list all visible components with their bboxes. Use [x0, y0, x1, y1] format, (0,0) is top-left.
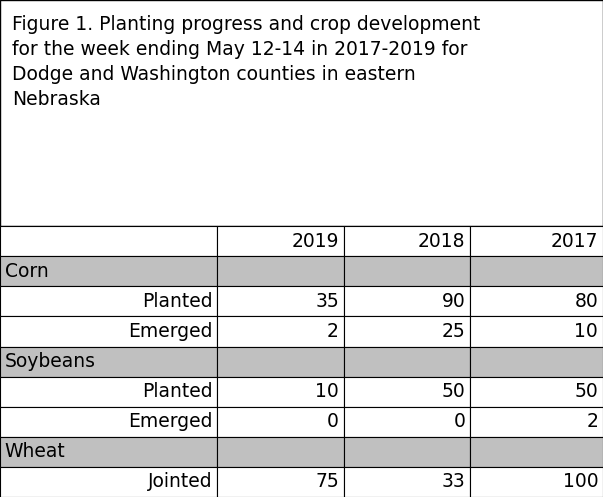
- Bar: [344, 437, 470, 467]
- Bar: [217, 317, 344, 346]
- Text: 2: 2: [586, 412, 598, 431]
- Bar: [0, 256, 217, 286]
- Bar: [0, 317, 217, 346]
- Bar: [344, 286, 470, 317]
- Text: 2017: 2017: [551, 232, 598, 250]
- Text: 100: 100: [563, 473, 598, 492]
- Bar: [0, 407, 217, 437]
- Text: Soybeans: Soybeans: [5, 352, 96, 371]
- Text: 25: 25: [442, 322, 466, 341]
- Text: Corn: Corn: [5, 262, 49, 281]
- Text: 90: 90: [442, 292, 466, 311]
- Text: Figure 1. Planting progress and crop development
for the week ending May 12-14 i: Figure 1. Planting progress and crop dev…: [12, 15, 481, 109]
- Text: 10: 10: [315, 382, 339, 401]
- Text: 75: 75: [315, 473, 339, 492]
- Bar: [470, 346, 603, 377]
- Bar: [0, 346, 217, 377]
- Text: 50: 50: [575, 382, 598, 401]
- Bar: [0, 377, 217, 407]
- Bar: [217, 377, 344, 407]
- Bar: [0, 437, 217, 467]
- Bar: [217, 407, 344, 437]
- Bar: [217, 437, 344, 467]
- Text: Jointed: Jointed: [148, 473, 212, 492]
- Text: Emerged: Emerged: [128, 322, 212, 341]
- Bar: [217, 467, 344, 497]
- Bar: [217, 226, 344, 256]
- Text: 80: 80: [575, 292, 598, 311]
- Text: 33: 33: [442, 473, 466, 492]
- Bar: [470, 467, 603, 497]
- Bar: [0, 467, 217, 497]
- Text: 2018: 2018: [418, 232, 466, 250]
- Text: Planted: Planted: [142, 382, 212, 401]
- Text: 2: 2: [327, 322, 339, 341]
- Bar: [217, 346, 344, 377]
- Text: 0: 0: [453, 412, 466, 431]
- Bar: [470, 286, 603, 317]
- Bar: [470, 317, 603, 346]
- Bar: [344, 256, 470, 286]
- Bar: [470, 437, 603, 467]
- Bar: [470, 377, 603, 407]
- Bar: [470, 256, 603, 286]
- Bar: [0, 286, 217, 317]
- Bar: [344, 377, 470, 407]
- Bar: [470, 407, 603, 437]
- Bar: [470, 226, 603, 256]
- Text: Wheat: Wheat: [5, 442, 66, 461]
- Text: 50: 50: [442, 382, 466, 401]
- Bar: [344, 467, 470, 497]
- Bar: [217, 256, 344, 286]
- Text: 35: 35: [315, 292, 339, 311]
- Text: Emerged: Emerged: [128, 412, 212, 431]
- Text: Planted: Planted: [142, 292, 212, 311]
- Text: 2019: 2019: [291, 232, 339, 250]
- Text: 0: 0: [327, 412, 339, 431]
- Bar: [344, 346, 470, 377]
- Bar: [344, 317, 470, 346]
- Bar: [344, 226, 470, 256]
- Bar: [0, 0, 603, 226]
- Bar: [0, 226, 217, 256]
- Bar: [217, 286, 344, 317]
- Text: 10: 10: [575, 322, 598, 341]
- Bar: [344, 407, 470, 437]
